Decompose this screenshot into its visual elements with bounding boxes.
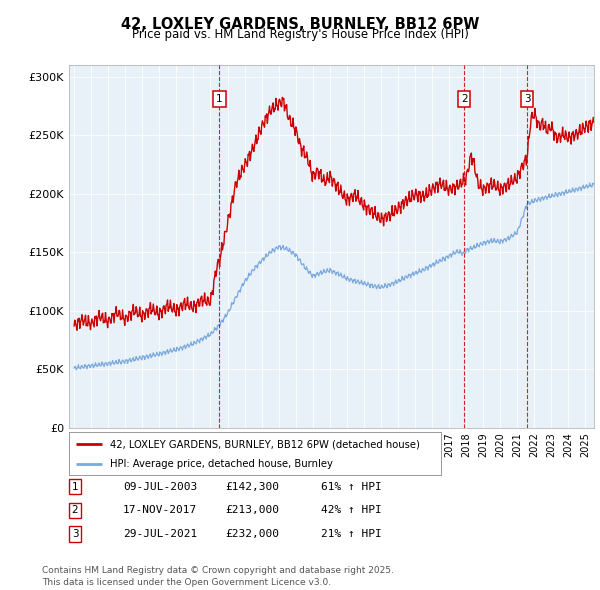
Text: 61% ↑ HPI: 61% ↑ HPI [321,482,382,491]
Text: £142,300: £142,300 [225,482,279,491]
Text: 3: 3 [71,529,79,539]
Text: HPI: Average price, detached house, Burnley: HPI: Average price, detached house, Burn… [110,460,333,469]
Text: 2: 2 [71,506,79,515]
Text: £232,000: £232,000 [225,529,279,539]
Text: 17-NOV-2017: 17-NOV-2017 [123,506,197,515]
Text: 42% ↑ HPI: 42% ↑ HPI [321,506,382,515]
Text: 21% ↑ HPI: 21% ↑ HPI [321,529,382,539]
Text: 29-JUL-2021: 29-JUL-2021 [123,529,197,539]
Text: 1: 1 [216,94,223,104]
Text: Price paid vs. HM Land Registry's House Price Index (HPI): Price paid vs. HM Land Registry's House … [131,28,469,41]
Text: 42, LOXLEY GARDENS, BURNLEY, BB12 6PW: 42, LOXLEY GARDENS, BURNLEY, BB12 6PW [121,17,479,31]
Text: Contains HM Land Registry data © Crown copyright and database right 2025.
This d: Contains HM Land Registry data © Crown c… [42,566,394,587]
Text: £213,000: £213,000 [225,506,279,515]
Text: 2: 2 [461,94,467,104]
Text: 09-JUL-2003: 09-JUL-2003 [123,482,197,491]
Text: 42, LOXLEY GARDENS, BURNLEY, BB12 6PW (detached house): 42, LOXLEY GARDENS, BURNLEY, BB12 6PW (d… [110,440,420,450]
Text: 3: 3 [524,94,530,104]
Text: 1: 1 [71,482,79,491]
